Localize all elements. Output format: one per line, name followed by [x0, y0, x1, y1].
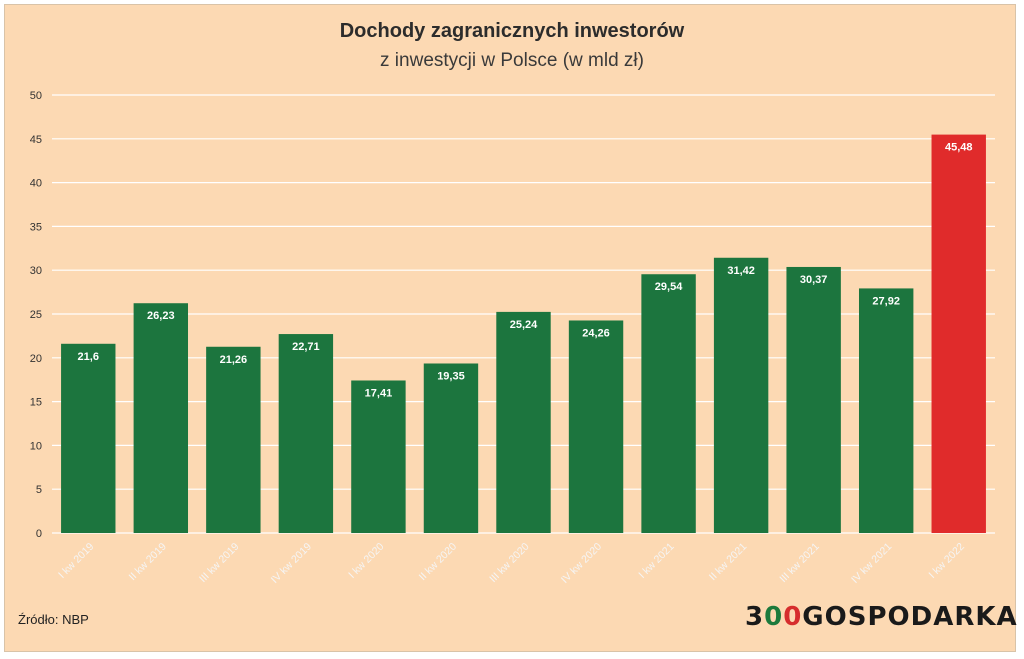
y-tick-label: 35	[30, 221, 42, 233]
bar	[713, 257, 769, 533]
bar-value-label: 25,24	[510, 319, 538, 331]
bar	[206, 346, 261, 533]
y-tick-label: 0	[36, 528, 42, 540]
x-tick-label: IV kw 2020	[559, 541, 604, 586]
x-tick-label: III kw 2021	[777, 541, 822, 586]
x-tick-label: III kw 2019	[197, 541, 242, 586]
y-tick-label: 50	[30, 90, 42, 102]
bar-value-label: 19,35	[437, 370, 465, 382]
bar-value-label: 22,71	[292, 341, 320, 353]
x-tick-label: IV kw 2019	[269, 541, 314, 586]
y-tick-label: 40	[30, 178, 42, 190]
bar	[278, 334, 334, 533]
bar	[61, 343, 116, 533]
bar-value-label: 26,23	[147, 310, 175, 322]
x-tick-label: IV kw 2021	[849, 541, 894, 586]
bar	[423, 363, 479, 533]
y-tick-label: 10	[30, 440, 42, 452]
bar-value-label: 27,92	[872, 295, 900, 307]
logo-digit-0-red: 0	[783, 602, 803, 632]
logo-digit-3: 3	[745, 602, 765, 632]
y-tick-label: 25	[30, 309, 42, 321]
bar-value-label: 17,41	[365, 387, 393, 399]
chart-title: Dochody zagranicznych inwestorów	[339, 20, 685, 42]
x-tick-label: II kw 2021	[707, 541, 749, 583]
logo-text: GOSPODARKA	[802, 602, 1018, 632]
chart-subtitle: z inwestycji w Polsce (w mld zł)	[380, 50, 644, 71]
y-tick-label: 20	[30, 353, 42, 365]
x-tick-label: I kw 2020	[346, 541, 386, 581]
bar	[641, 274, 696, 533]
bar-value-label: 29,54	[655, 281, 683, 293]
bar-value-label: 21,6	[78, 351, 99, 363]
logo-digit-0-green: 0	[764, 602, 784, 632]
bar-value-label: 31,42	[727, 265, 755, 277]
x-tick-label: I kw 2019	[56, 541, 96, 581]
brand-logo: 300GOSPODARKA	[745, 602, 1018, 632]
bar	[858, 288, 914, 533]
y-tick-label: 5	[36, 484, 42, 496]
bar-value-label: 45,48	[945, 142, 973, 154]
x-tick-label: II kw 2020	[417, 541, 459, 583]
x-tick-label: I kw 2021	[636, 541, 676, 581]
x-tick-label: I kw 2022	[927, 541, 967, 581]
y-tick-label: 30	[30, 265, 42, 277]
bar	[133, 303, 189, 533]
bar-value-label: 21,26	[220, 354, 248, 366]
y-tick-label: 15	[30, 397, 42, 409]
bar	[568, 320, 624, 533]
bar-value-label: 30,37	[800, 274, 828, 286]
source-note: Źródło: NBP	[18, 612, 89, 627]
bar	[496, 311, 551, 533]
x-tick-label: III kw 2020	[487, 541, 532, 586]
x-tick-label: II kw 2019	[127, 541, 169, 583]
bar	[931, 134, 986, 533]
y-tick-label: 45	[30, 134, 42, 146]
bar	[351, 380, 406, 533]
bar	[786, 266, 841, 533]
bar-value-label: 24,26	[582, 327, 610, 339]
